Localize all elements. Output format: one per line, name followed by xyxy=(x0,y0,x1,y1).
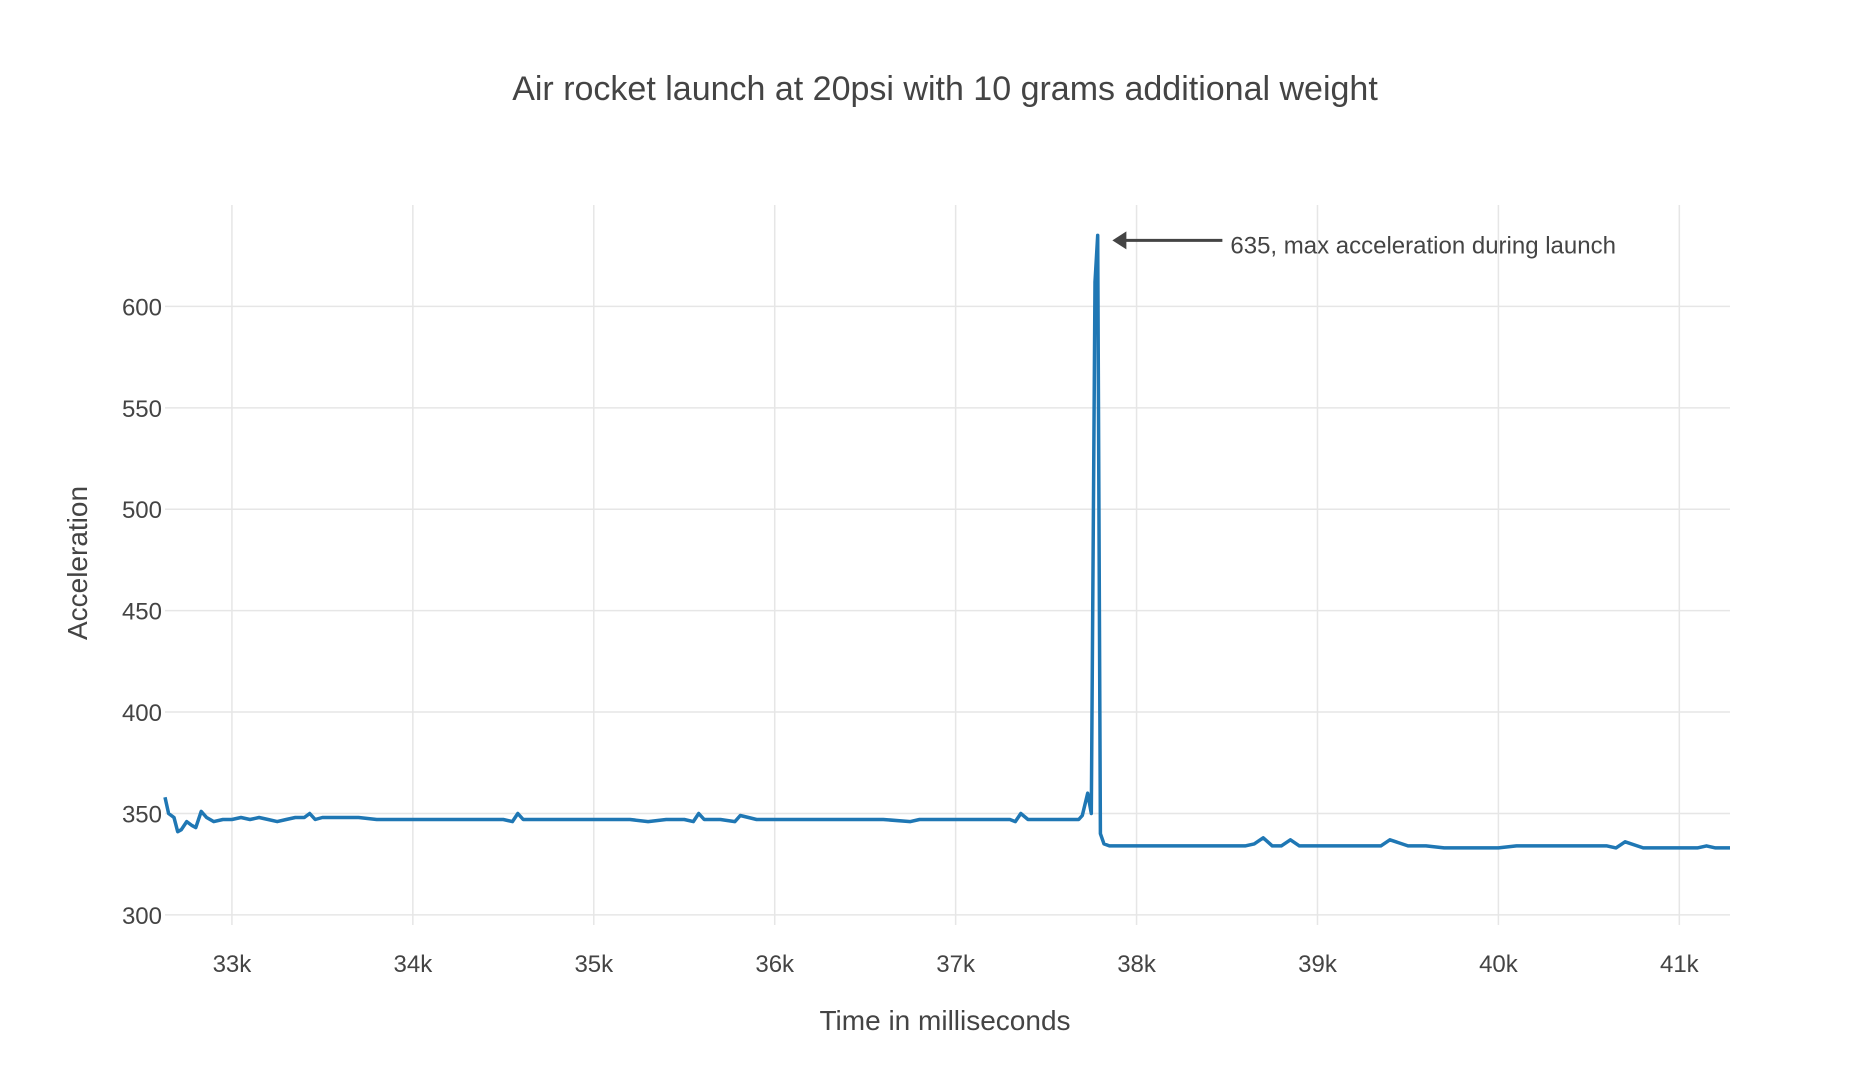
x-tick-label: 33k xyxy=(213,951,253,978)
x-tick-label: 34k xyxy=(394,951,434,978)
x-tick-label: 41k xyxy=(1660,951,1700,978)
y-gridlines xyxy=(165,305,1730,916)
x-axis-ticks: 33k 34k 35k 36k 37k 38k 39k 40k 41k xyxy=(213,951,1700,978)
max-acceleration-annotation: 635, max acceleration during launch xyxy=(1112,231,1616,259)
x-gridlines xyxy=(231,205,1681,925)
annotation-arrow-head xyxy=(1112,231,1127,250)
y-tick-label: 350 xyxy=(122,801,162,828)
x-tick-label: 36k xyxy=(755,951,795,978)
y-tick-label: 450 xyxy=(122,599,162,626)
y-tick-label: 500 xyxy=(122,497,162,524)
y-axis-title: Acceleration xyxy=(62,486,93,640)
x-axis-title: Time in milliseconds xyxy=(819,1005,1070,1036)
x-tick-label: 35k xyxy=(574,951,614,978)
y-tick-label: 600 xyxy=(122,294,162,321)
x-tick-label: 38k xyxy=(1117,951,1157,978)
y-tick-label: 550 xyxy=(122,396,162,423)
y-tick-label: 300 xyxy=(122,903,162,930)
x-tick-label: 37k xyxy=(936,951,976,978)
x-tick-label: 39k xyxy=(1298,951,1338,978)
y-tick-label: 400 xyxy=(122,700,162,727)
series-line xyxy=(163,233,1730,850)
chart-title: Air rocket launch at 20psi with 10 grams… xyxy=(512,70,1378,108)
annotation-text: 635, max acceleration during launch xyxy=(1230,232,1616,259)
x-tick-label: 40k xyxy=(1479,951,1519,978)
y-axis-ticks: 300 350 400 450 500 550 600 xyxy=(122,294,162,929)
